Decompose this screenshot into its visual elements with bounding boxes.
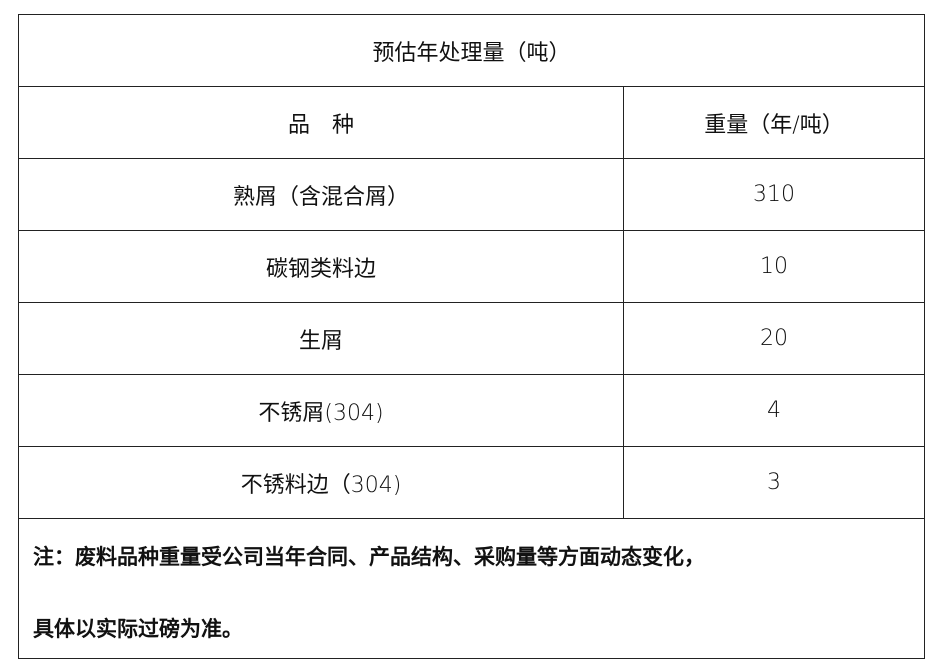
variety-cell: 碳钢类料边 [19, 231, 624, 302]
title-row: 预估年处理量（吨） [19, 15, 924, 87]
note-line-1: 注：废料品种重量受公司当年合同、产品结构、采购量等方面动态变化， [33, 545, 705, 569]
header-weight: 重量（年/吨） [704, 112, 844, 138]
weight-cell: 3 [767, 470, 781, 495]
note-line-2: 具体以实际过磅为准。 [33, 617, 243, 641]
variety-cell: 不锈屑(304) [19, 375, 624, 446]
table-row: 碳钢类料边 10 [19, 231, 924, 303]
table-title: 预估年处理量（吨） [372, 40, 571, 66]
weight-cell: 4 [767, 398, 781, 423]
table-row: 不锈屑(304) 4 [19, 375, 924, 447]
table-row: 不锈料边（304) 3 [19, 447, 924, 519]
weight-cell: 310 [753, 182, 795, 207]
variety-cell: 熟屑（含混合屑） [19, 159, 624, 230]
table-row: 熟屑（含混合屑） 310 [19, 159, 924, 231]
variety-cell: 不锈料边（304) [19, 447, 624, 518]
processing-volume-table: 预估年处理量（吨） 品 种 重量（年/吨） 熟屑（含混合屑） 310 碳钢类料边… [18, 14, 925, 659]
header-row: 品 种 重量（年/吨） [19, 87, 924, 159]
variety-cell: 生屑 [19, 303, 624, 374]
table-row: 生屑 20 [19, 303, 924, 375]
weight-cell: 20 [760, 326, 788, 351]
header-variety: 品 种 [19, 87, 624, 158]
weight-cell: 10 [760, 254, 788, 279]
